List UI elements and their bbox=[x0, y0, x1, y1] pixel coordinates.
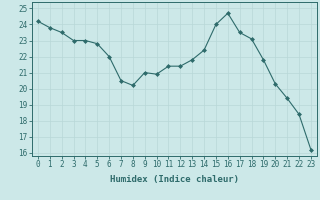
X-axis label: Humidex (Indice chaleur): Humidex (Indice chaleur) bbox=[110, 175, 239, 184]
